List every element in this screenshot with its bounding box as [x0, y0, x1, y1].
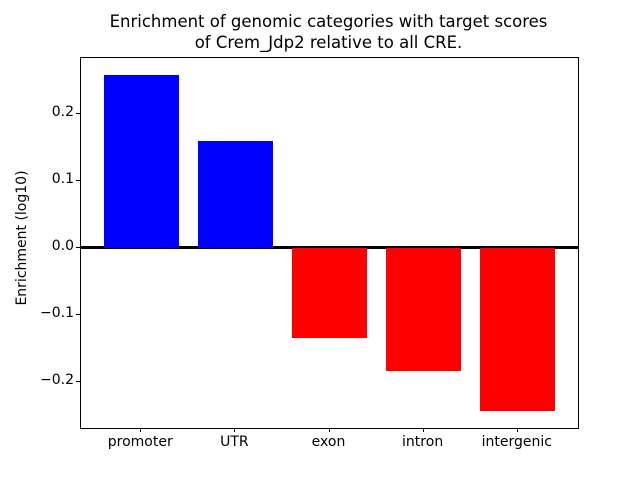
x-tick-label-intron: intron — [402, 434, 444, 450]
plot-area — [80, 57, 579, 429]
x-tick — [328, 428, 330, 432]
y-tick — [76, 179, 80, 181]
x-tick — [422, 428, 424, 432]
chart-title: Enrichment of genomic categories with ta… — [109, 12, 548, 52]
bar-intron — [385, 247, 462, 372]
bar-intergenic — [480, 247, 556, 411]
y-tick-label: 0.2 — [51, 104, 74, 121]
y-tick — [76, 246, 80, 248]
x-tick-label-UTR: UTR — [220, 434, 249, 450]
x-tick — [516, 428, 518, 432]
x-tick — [234, 428, 236, 432]
bar-exon — [291, 247, 368, 338]
x-tick-label-promoter: promoter — [107, 434, 173, 450]
y-tick-label: −0.2 — [40, 372, 74, 389]
x-tick — [140, 428, 142, 432]
y-tick-label: −0.1 — [40, 305, 74, 322]
bar-promoter — [103, 74, 179, 248]
y-tick — [76, 380, 80, 382]
x-tick-label-intergenic: intergenic — [481, 434, 552, 450]
x-tick-label-exon: exon — [311, 434, 346, 450]
y-tick-label: 0.0 — [51, 238, 74, 255]
y-tick-label: 0.1 — [51, 171, 74, 188]
bar-UTR — [197, 141, 274, 248]
y-tick — [76, 112, 80, 114]
y-tick — [76, 313, 80, 315]
